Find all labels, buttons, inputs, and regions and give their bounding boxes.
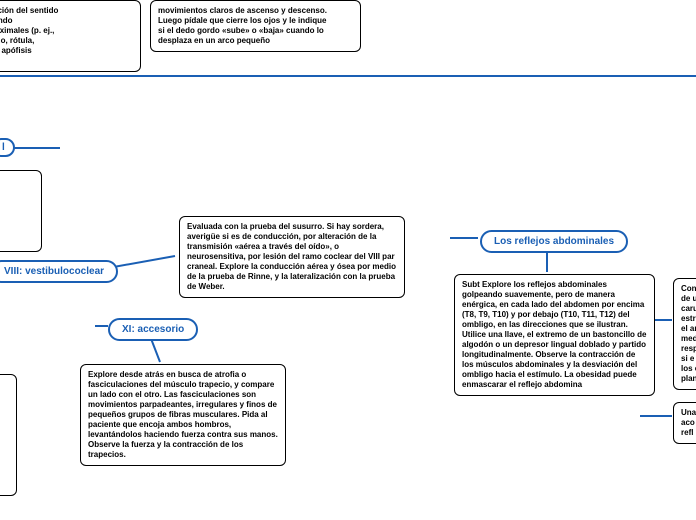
title-accesorio[interactable]: XI: accesorio xyxy=(108,318,198,341)
box-right-top: Con de u caru estr el ar med resp si e l… xyxy=(673,278,696,390)
title-small-left[interactable]: l xyxy=(0,138,15,157)
box-top-right: movimientos claros de ascenso y descenso… xyxy=(150,0,361,52)
box-levante: evante las dos erre ambos ojos e usted n… xyxy=(0,170,42,252)
title-vestibulococlear[interactable]: VIII: vestibulococlear xyxy=(0,260,118,283)
box-abdominales: Subt Explore los reflejos abdominales go… xyxy=(454,274,655,396)
box-rinne-weber: Evaluada con la prueba del susurro. Si h… xyxy=(179,216,405,298)
box-top-left: serva alteración del sentido núe explora… xyxy=(0,0,141,72)
box-trapecio: Explore desde atrás en busca de atrofia … xyxy=(80,364,286,466)
box-right-bottom: Una aco refl xyxy=(673,402,696,444)
title-reflejos-abdominales[interactable]: Los reflejos abdominales xyxy=(480,230,628,253)
box-vagus: o que e la i la úvula lado de esplaza úv… xyxy=(0,374,17,496)
